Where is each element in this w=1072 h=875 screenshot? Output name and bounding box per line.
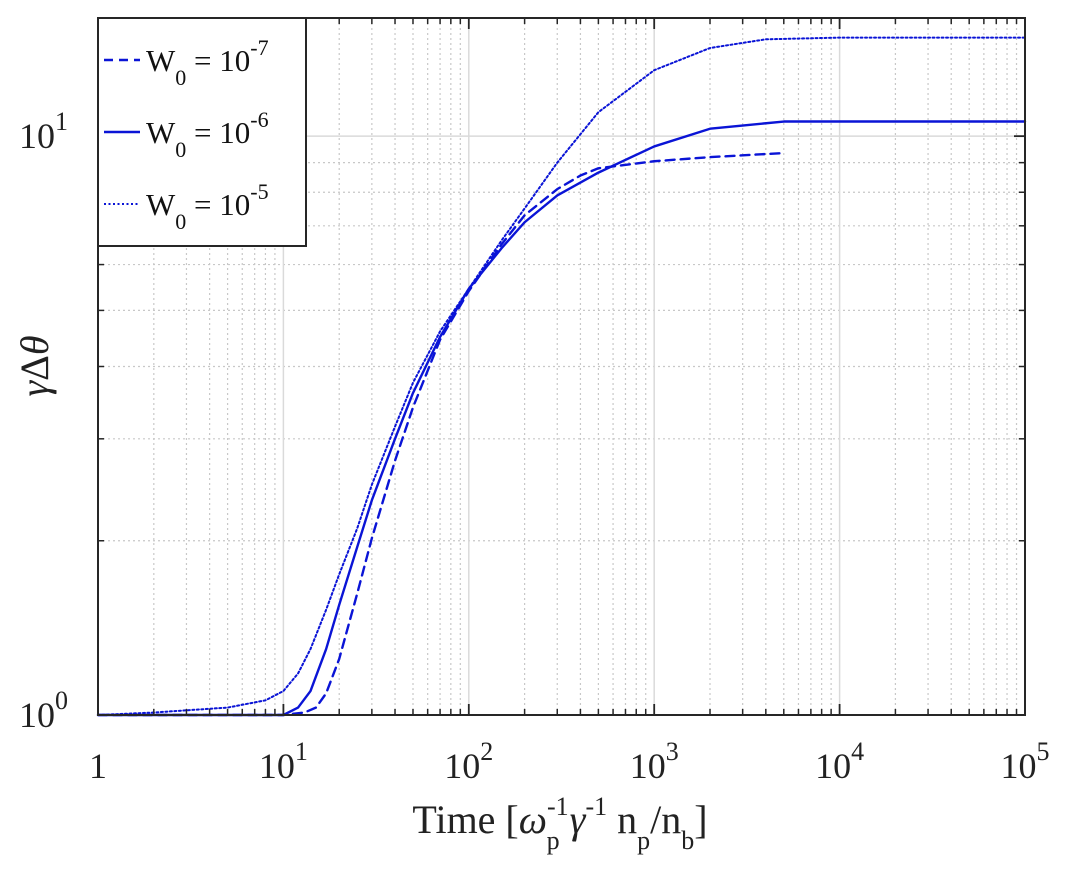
legend-entries: W0 = 10-7 W0 = 10-6 W0 = 10-5 xyxy=(104,35,269,234)
series-layer xyxy=(96,36,1027,717)
series-line-3 xyxy=(97,36,1026,716)
y-tick-label: 101 xyxy=(19,107,68,156)
series-line-2 xyxy=(96,120,1027,717)
x-tick-label: 103 xyxy=(630,737,679,786)
x-tick-label: 104 xyxy=(815,737,864,786)
series-line-1 xyxy=(96,151,785,717)
y-tick-label: 100 xyxy=(19,686,68,735)
legend: W0 = 10-7 W0 = 10-6 W0 = 10-5 xyxy=(97,17,307,247)
y-axis-label: γΔθ xyxy=(12,335,57,396)
x-tick-label: 105 xyxy=(1001,737,1050,786)
legend-label-2: W0 = 10-6 xyxy=(146,107,269,162)
legend-label-1: W0 = 10-7 xyxy=(146,35,269,90)
x-tick-label: 101 xyxy=(259,737,308,786)
legend-label-3: W0 = 10-5 xyxy=(146,179,269,234)
x-axis-label: Time [ω-1 p γ-1 np/nb] xyxy=(412,792,707,855)
x-tick-label: 102 xyxy=(444,737,493,786)
tick-labels: 1 101 102 103 104 105 100 101 xyxy=(19,107,1050,786)
x-tick-label: 1 xyxy=(89,746,107,786)
